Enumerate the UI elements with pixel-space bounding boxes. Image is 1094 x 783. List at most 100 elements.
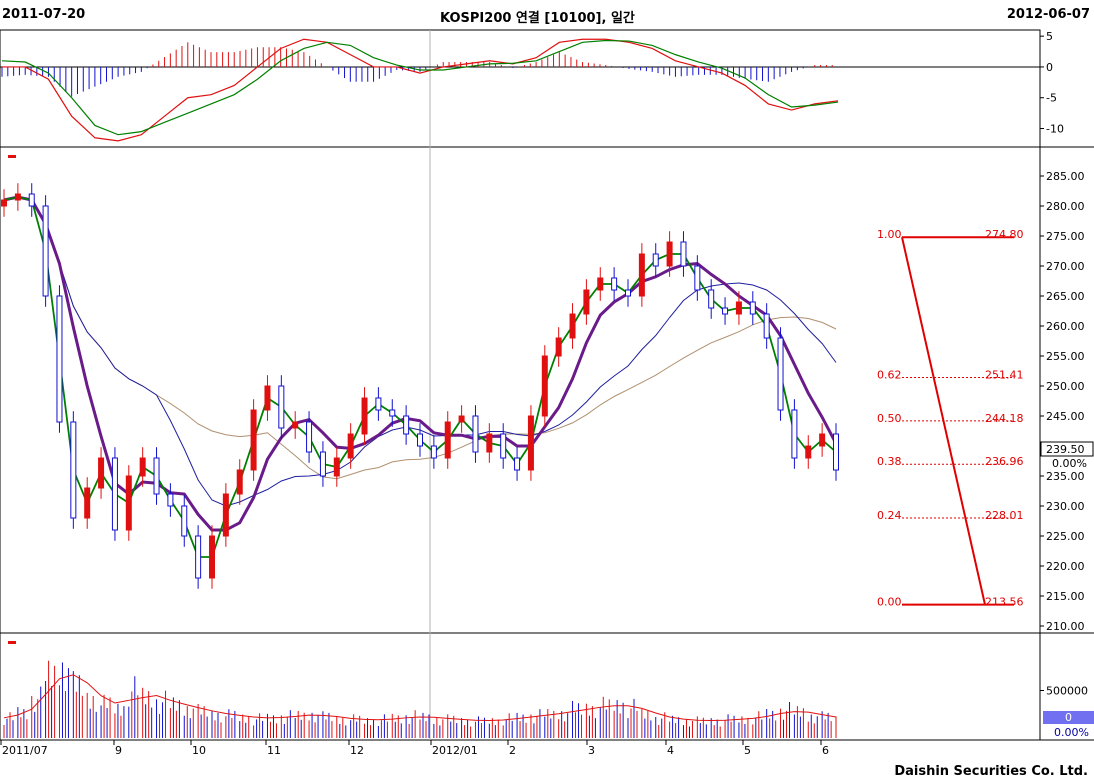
x-tick-label: 9: [115, 744, 122, 757]
fib-value-label: 236.96: [985, 455, 1024, 468]
candle-body: [514, 457, 521, 471]
price-tick-label: 275.00: [1046, 230, 1085, 243]
fib-value-label: 228.01: [985, 509, 1024, 522]
candle-body: [735, 301, 742, 315]
macd-tick-label: 5: [1046, 30, 1053, 43]
candle-body: [777, 337, 784, 411]
candle-body: [222, 493, 229, 537]
candle-body: [722, 307, 729, 315]
candle-body: [500, 433, 507, 459]
candle-body: [749, 301, 756, 315]
macd-tick-label: 0: [1046, 61, 1053, 74]
candle-body: [652, 253, 659, 267]
candle-body: [694, 265, 701, 291]
candle-body: [583, 289, 590, 315]
price-tick-label: 250.00: [1046, 380, 1085, 393]
candle-body: [250, 409, 257, 471]
last-price-box: [1040, 441, 1094, 457]
last-price-label: 239.50: [1046, 443, 1085, 456]
chart-title: KOSPI200 연결 [10100], 일간: [440, 11, 635, 26]
indicator-marker: [8, 641, 16, 644]
x-tick-label: 2012/01: [432, 744, 478, 757]
fib-ratio-label: 0.00: [877, 596, 902, 609]
price-tick-label: 255.00: [1046, 350, 1085, 363]
x-tick-label: 5: [744, 744, 751, 757]
x-tick-label: 12: [350, 744, 364, 757]
x-tick-label: 4: [667, 744, 674, 757]
candle-body: [181, 505, 188, 537]
candle-body: [791, 409, 798, 459]
candle-body: [139, 457, 146, 477]
candle-body: [597, 277, 604, 291]
candle-body: [56, 295, 63, 423]
price-change-label: 0.00%: [1052, 457, 1087, 470]
candle-body: [14, 193, 21, 201]
fib-ratio-label: 1.00: [877, 228, 902, 241]
candle-body: [763, 313, 770, 339]
end-date: 2012-06-07: [1006, 7, 1090, 22]
fib-ratio-label: 0.50: [877, 412, 902, 425]
candle-body: [153, 457, 160, 495]
fib-ratio-label: 0.62: [877, 369, 902, 382]
candle-body: [430, 445, 437, 459]
macd-series-line: [1, 39, 839, 136]
candle-body: [319, 451, 326, 477]
candle-body: [472, 415, 479, 453]
volume-change-label: 0.00%: [1054, 726, 1089, 739]
volume-tick-label: 500000: [1046, 685, 1088, 698]
candle-body: [167, 493, 174, 507]
candle-body: [209, 535, 215, 579]
candle-body: [625, 289, 631, 297]
price-tick-label: 230.00: [1046, 500, 1085, 513]
candle-body: [42, 205, 49, 297]
candle-body: [84, 487, 91, 519]
start-date: 2011-07-20: [2, 7, 86, 22]
x-tick-label: 11: [267, 744, 281, 757]
candle-body: [569, 313, 576, 339]
candle-body: [1, 199, 7, 207]
candle-body: [527, 415, 534, 471]
fib-value-label: 251.41: [985, 369, 1024, 382]
candle-body: [70, 421, 77, 519]
candle-body: [98, 457, 105, 489]
last-volume-box: [1043, 711, 1094, 724]
price-tick-label: 215.00: [1046, 590, 1085, 603]
fib-value-label: 274.80: [985, 228, 1024, 241]
last-volume-label: 0: [1065, 711, 1072, 724]
candle-body: [417, 433, 423, 447]
candle-body: [486, 433, 493, 453]
candle-body: [292, 421, 299, 429]
candle-body: [195, 535, 202, 579]
chart-header: 2011-07-20 KOSPI200 연결 [10100], 일간 2012-…: [0, 0, 1094, 30]
x-tick-label: 6: [822, 744, 829, 757]
candle-body: [389, 409, 396, 417]
candle-body: [236, 469, 243, 495]
candle-body: [375, 397, 382, 411]
candle-body: [805, 445, 812, 459]
candle-body: [708, 289, 715, 309]
macd-tick-label: -10: [1046, 123, 1064, 136]
x-tick-label: 2: [509, 744, 516, 757]
x-tick-label: 3: [588, 744, 595, 757]
candle-body: [638, 253, 645, 297]
candle-body: [403, 415, 410, 435]
fib-value-label: 244.18: [985, 412, 1024, 425]
footer-company: Daishin Securities Co. Ltd.: [894, 764, 1088, 779]
price-tick-label: 225.00: [1046, 530, 1085, 543]
candle-body: [125, 475, 132, 531]
candle-body: [819, 433, 826, 447]
candle-body: [444, 421, 451, 459]
price-tick-label: 260.00: [1046, 320, 1085, 333]
macd-series-line: [2, 38, 839, 142]
candle-body: [347, 433, 354, 459]
price-tick-label: 245.00: [1046, 410, 1085, 423]
price-tick-label: 220.00: [1046, 560, 1085, 573]
candle-body: [28, 193, 35, 207]
fib-ratio-label: 0.38: [877, 455, 902, 468]
price-tick-label: 280.00: [1046, 200, 1085, 213]
fib-ratio-label: 0.24: [877, 509, 902, 522]
candle-body: [833, 433, 839, 471]
candle-body: [264, 385, 271, 411]
price-tick-label: 235.00: [1046, 470, 1085, 483]
